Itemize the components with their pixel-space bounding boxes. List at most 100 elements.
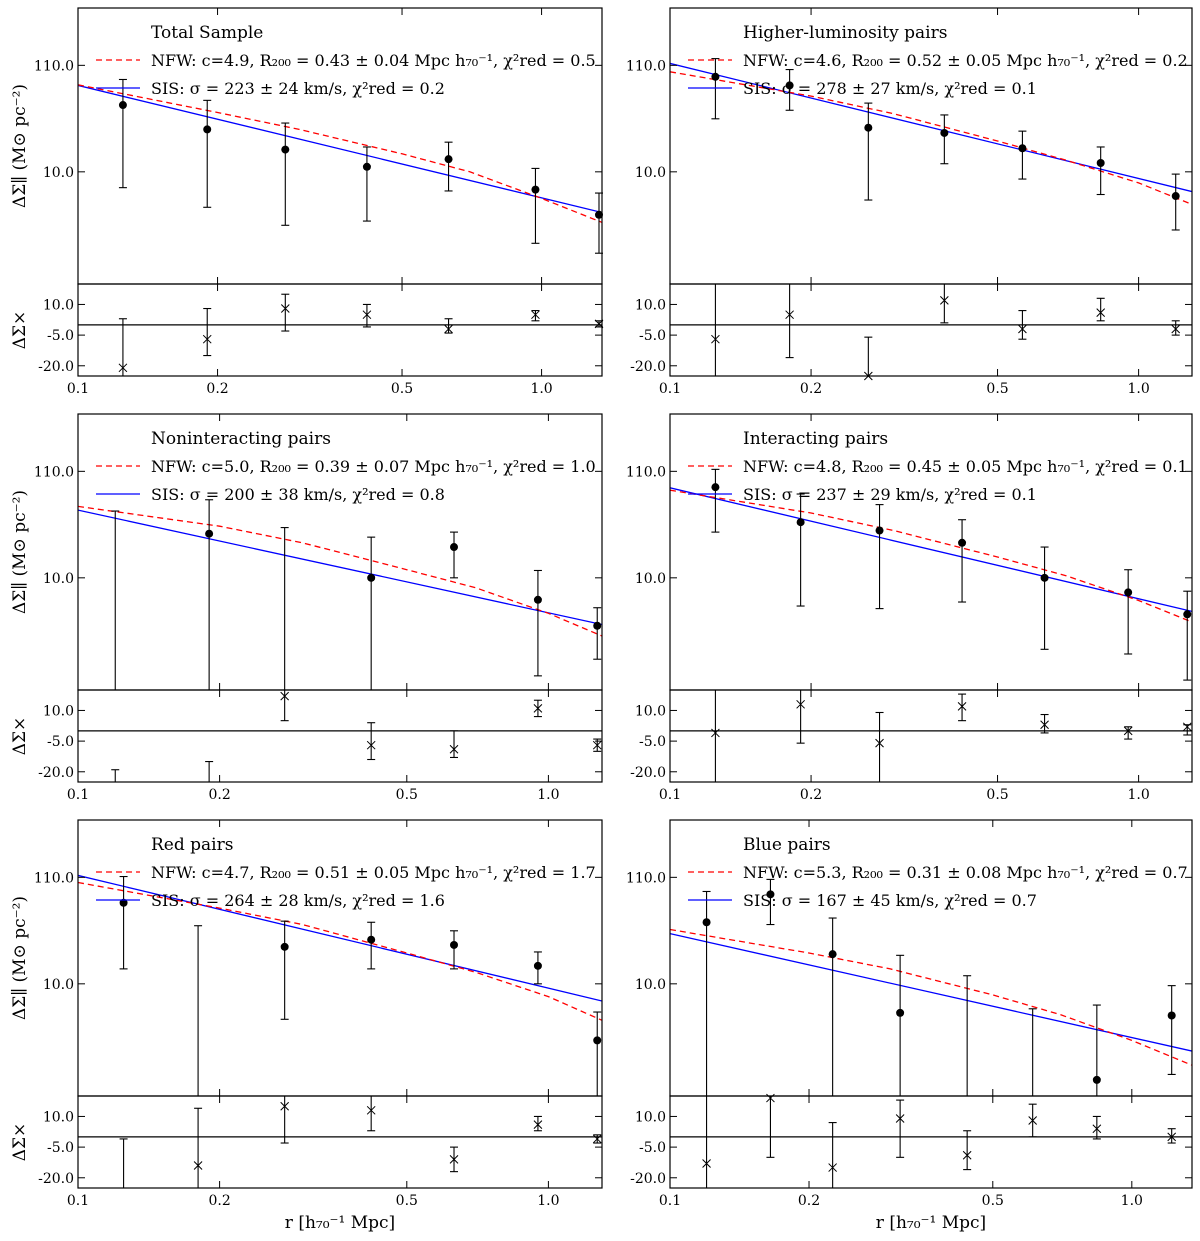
legend-sis-label: SIS: σ = 167 ± 45 km/s, χ²red = 0.7	[743, 891, 1037, 910]
cross-axes-frame	[77, 283, 603, 377]
sis-fit-line	[670, 932, 1192, 1052]
cross-point	[366, 740, 376, 750]
cross-y-tick-label: -20.0	[630, 765, 666, 781]
x-tick-label: 0.2	[208, 787, 230, 803]
cross-y-tick-label: 10.0	[635, 703, 666, 719]
cross-point	[1171, 324, 1181, 334]
cross-point	[531, 310, 540, 320]
y-tick-label: 10.0	[635, 977, 666, 993]
legend-sis-label: SIS: σ = 223 ± 24 km/s, χ²red = 0.2	[151, 79, 445, 98]
y-tick-label: 110.0	[34, 464, 74, 480]
legend-sis-label: SIS: σ = 237 ± 29 km/s, χ²red = 0.1	[743, 485, 1037, 504]
cross-point	[711, 728, 720, 738]
data-point	[533, 961, 542, 970]
cross-point	[1040, 720, 1049, 730]
cross-y-tick-label: -20.0	[38, 359, 74, 375]
cross-point	[449, 1155, 459, 1164]
nfw-fit-line	[670, 71, 1192, 206]
data-point	[796, 518, 805, 527]
data-point	[444, 155, 453, 164]
x-tick-label: 0.1	[659, 1193, 681, 1209]
sis-fit-line	[670, 487, 1192, 613]
x-tick-label: 0.5	[982, 1193, 1004, 1209]
data-point	[702, 918, 711, 927]
x-tick-label: 0.5	[396, 1193, 418, 1209]
cross-y-tick-label: -5.0	[47, 734, 74, 750]
x-tick-label: 1.0	[537, 1193, 559, 1209]
data-point	[1124, 588, 1133, 597]
data-point	[533, 595, 542, 604]
data-point	[958, 538, 967, 547]
cross-y-tick-label: 10.0	[635, 1109, 666, 1125]
legend-sis-label: SIS: σ = 200 ± 38 km/s, χ²red = 0.8	[151, 485, 445, 504]
data-point	[1018, 144, 1027, 153]
legend-nfw-label: NFW: c=5.0, R₂₀₀ = 0.39 ± 0.07 Mpc h₇₀⁻¹…	[151, 457, 596, 476]
y-tick-label: 10.0	[43, 977, 74, 993]
main-axes-frame	[669, 819, 1193, 1097]
panel-title: Blue pairs	[743, 835, 831, 855]
cross-y-tick-label: 10.0	[43, 297, 74, 313]
sis-fit-line	[78, 874, 602, 1002]
cross-point	[592, 1134, 602, 1144]
nfw-fit-line	[78, 505, 602, 637]
data-point	[367, 935, 376, 944]
x-axis-label: r [h₇₀⁻¹ Mpc]	[876, 1213, 986, 1233]
nfw-fit-line	[670, 928, 1192, 1066]
cross-y-tick-label: -5.0	[639, 1140, 666, 1156]
panel-title: Interacting pairs	[743, 429, 888, 449]
y-axis-label: ΔΣ∥ (M⊙ pc⁻²)	[10, 84, 30, 208]
panel-title: Red pairs	[151, 835, 233, 855]
cross-point	[280, 304, 290, 313]
x-tick-label: 0.1	[67, 787, 89, 803]
data-point	[1096, 158, 1105, 167]
cross-point	[362, 310, 372, 320]
data-point	[940, 128, 949, 137]
cross-point	[828, 1163, 837, 1172]
x-tick-label: 1.0	[1127, 381, 1149, 397]
data-point	[1183, 610, 1192, 619]
x-tick-label: 0.2	[800, 381, 822, 397]
y-tick-label: 110.0	[626, 58, 666, 74]
data-point	[280, 942, 289, 951]
cross-y-tick-label: -5.0	[639, 734, 666, 750]
data-point	[531, 185, 540, 194]
cross-point	[1092, 1124, 1102, 1134]
data-point	[594, 210, 603, 219]
cross-point	[1028, 1116, 1038, 1125]
y-tick-label: 10.0	[635, 571, 666, 587]
data-point	[1171, 192, 1180, 201]
cross-axes-frame	[669, 283, 1193, 377]
data-point	[828, 950, 837, 959]
x-tick-label: 0.5	[986, 787, 1008, 803]
cross-y-tick-label: -20.0	[38, 765, 74, 781]
cross-point	[592, 740, 602, 750]
cross-point	[939, 296, 949, 305]
data-point	[896, 1008, 905, 1017]
cross-axes-frame	[669, 1095, 1193, 1189]
cross-y-tick-label: -20.0	[630, 1171, 666, 1187]
cross-point	[533, 1120, 543, 1129]
data-point	[593, 621, 602, 630]
data-point	[450, 940, 459, 949]
main-axes-frame	[77, 7, 603, 285]
cross-point	[962, 1150, 972, 1160]
data-point	[711, 72, 720, 81]
panel-5: 0.1 0.2 0.5 1.0 110.0 10.0 10.0 -5.0 -20.0 Red pa…	[10, 819, 603, 1233]
cross-axes-frame	[669, 689, 1193, 783]
x-tick-label: 0.5	[986, 381, 1008, 397]
x-tick-label: 0.5	[396, 787, 418, 803]
cross-point	[533, 704, 543, 713]
y-axis-label: ΔΣ∥ (M⊙ pc⁻²)	[10, 490, 30, 614]
cross-point	[202, 334, 212, 344]
legend-nfw-label: NFW: c=4.8, R₂₀₀ = 0.45 ± 0.05 Mpc h₇₀⁻¹…	[743, 457, 1188, 476]
x-tick-label: 0.1	[67, 381, 89, 397]
cross-point	[1018, 324, 1027, 334]
cross-y-tick-label: -5.0	[47, 1140, 74, 1156]
sis-fit-line	[78, 509, 602, 626]
cross-point	[785, 310, 794, 320]
main-axes-frame	[77, 819, 603, 1097]
panel-3: 0.1 0.2 0.5 1.0 110.0 10.0 10.0 -5.0 -20.0 Nonint…	[10, 413, 603, 803]
cross-point	[875, 738, 884, 748]
panel-6: 0.1 0.2 0.5 1.0 110.0 10.0 10.0 -5.0 -20.0 Blue p…	[626, 819, 1193, 1233]
